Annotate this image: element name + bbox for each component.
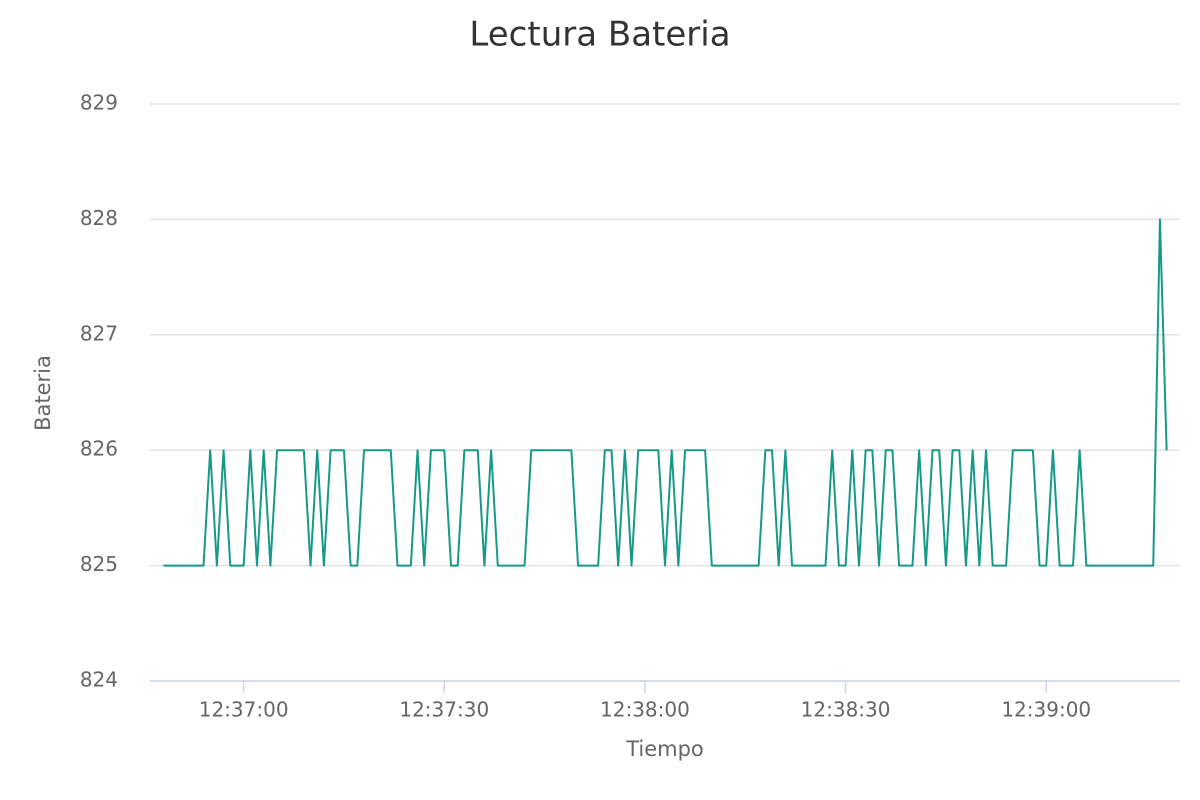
chart-title: Lectura Bateria (469, 15, 730, 55)
x-tick-label: 12:37:00 (199, 698, 289, 722)
x-tick-label: 12:39:00 (1001, 698, 1091, 722)
x-tick-label: 12:38:30 (801, 698, 891, 722)
x-tick-label: 12:38:00 (600, 698, 690, 722)
y-tick-label: 828 (80, 206, 118, 230)
y-tick-label: 825 (80, 552, 118, 576)
y-axis-label: Bateria (31, 355, 55, 431)
data-line (163, 218, 1168, 567)
y-tick-label: 826 (80, 437, 118, 461)
y-tick-label: 829 (80, 91, 118, 115)
y-tick-label: 824 (80, 668, 118, 692)
y-tick-label: 827 (80, 321, 118, 345)
x-tick-label: 12:37:30 (399, 698, 489, 722)
x-axis-label: Tiempo (625, 737, 704, 761)
